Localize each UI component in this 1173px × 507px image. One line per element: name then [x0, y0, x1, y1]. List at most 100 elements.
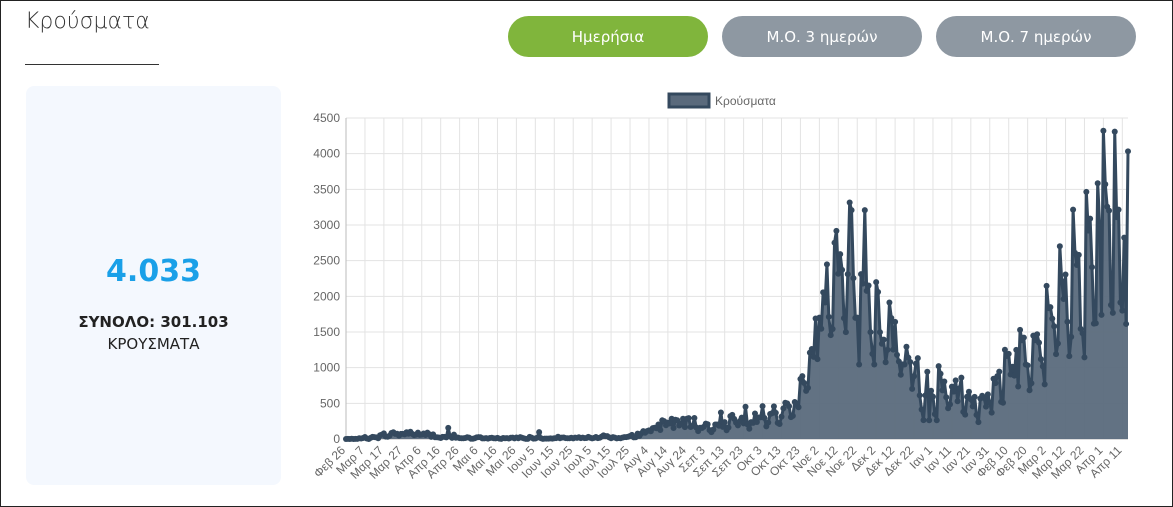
point: [820, 289, 827, 296]
point: [986, 399, 993, 406]
point: [818, 325, 825, 332]
point: [829, 326, 836, 333]
point: [1096, 220, 1103, 227]
point: [882, 359, 889, 366]
point: [1089, 264, 1096, 271]
point: [1113, 214, 1120, 221]
point: [1075, 251, 1082, 258]
point: [681, 424, 688, 431]
point: [1028, 380, 1035, 387]
point: [1068, 333, 1075, 340]
point: [1005, 350, 1012, 357]
point: [937, 370, 944, 377]
point: [1117, 299, 1124, 306]
point: [1106, 207, 1113, 214]
point: [897, 371, 904, 378]
point: [1070, 206, 1077, 213]
area: [346, 130, 1128, 439]
point: [835, 270, 842, 277]
point: [1015, 383, 1022, 390]
point: [981, 394, 988, 401]
point: [765, 419, 772, 426]
point: [931, 411, 938, 418]
point: [859, 280, 866, 287]
point: [801, 380, 808, 387]
point: [890, 346, 897, 353]
point: [1034, 331, 1041, 338]
point: [948, 383, 955, 390]
point: [761, 415, 768, 422]
point: [856, 361, 863, 368]
y-tick-label: 4000: [313, 147, 340, 161]
point: [840, 315, 847, 322]
point: [926, 417, 933, 424]
point: [816, 314, 823, 321]
point: [888, 314, 895, 321]
point: [935, 363, 942, 370]
point: [947, 401, 954, 408]
point: [854, 314, 861, 321]
point: [831, 239, 838, 246]
point: [876, 329, 883, 336]
point: [746, 425, 753, 432]
point: [1073, 262, 1080, 269]
point: [1058, 277, 1065, 284]
point: [1047, 304, 1054, 311]
point: [1081, 354, 1088, 361]
point: [863, 287, 870, 294]
point: [799, 373, 806, 380]
point: [753, 418, 760, 425]
point: [823, 261, 830, 268]
point: [776, 420, 783, 427]
point: [884, 346, 891, 353]
y-tick-label: 2000: [313, 289, 340, 303]
point: [918, 406, 925, 413]
point: [1060, 295, 1067, 302]
point: [893, 351, 900, 358]
point: [871, 361, 878, 368]
point: [933, 417, 940, 424]
point: [1107, 301, 1114, 308]
y-tick-label: 2500: [313, 254, 340, 268]
point: [795, 404, 802, 411]
point: [892, 318, 899, 325]
point: [1017, 326, 1024, 333]
point: [778, 413, 785, 420]
point: [965, 388, 972, 395]
point: [858, 271, 865, 278]
point: [861, 207, 868, 214]
point: [973, 411, 980, 418]
point: [994, 373, 1001, 380]
point: [1053, 351, 1060, 358]
point: [1041, 381, 1048, 388]
point: [1039, 363, 1046, 370]
point: [992, 380, 999, 387]
point: [911, 373, 918, 380]
avg7-button[interactable]: Μ.Ο. 7 ημερών: [936, 16, 1136, 57]
point: [808, 345, 815, 352]
point: [943, 394, 950, 401]
point: [922, 392, 929, 399]
point: [738, 414, 745, 421]
point: [710, 426, 717, 433]
point: [717, 409, 724, 416]
point: [903, 343, 910, 350]
point: [1100, 127, 1107, 134]
point: [982, 403, 989, 410]
summary-value: 4.033: [106, 254, 201, 289]
point: [952, 377, 959, 384]
point: [1098, 311, 1105, 318]
point: [1125, 148, 1131, 155]
point: [822, 299, 829, 306]
point: [839, 266, 846, 273]
point: [1043, 282, 1050, 289]
point: [1121, 234, 1128, 241]
point: [837, 251, 844, 258]
point: [954, 398, 961, 405]
point: [988, 409, 995, 416]
point: [772, 409, 779, 416]
daily-button[interactable]: Ημερήσια: [508, 16, 708, 57]
avg3-button[interactable]: Μ.Ο. 3 ημερών: [722, 16, 922, 57]
point: [869, 350, 876, 357]
